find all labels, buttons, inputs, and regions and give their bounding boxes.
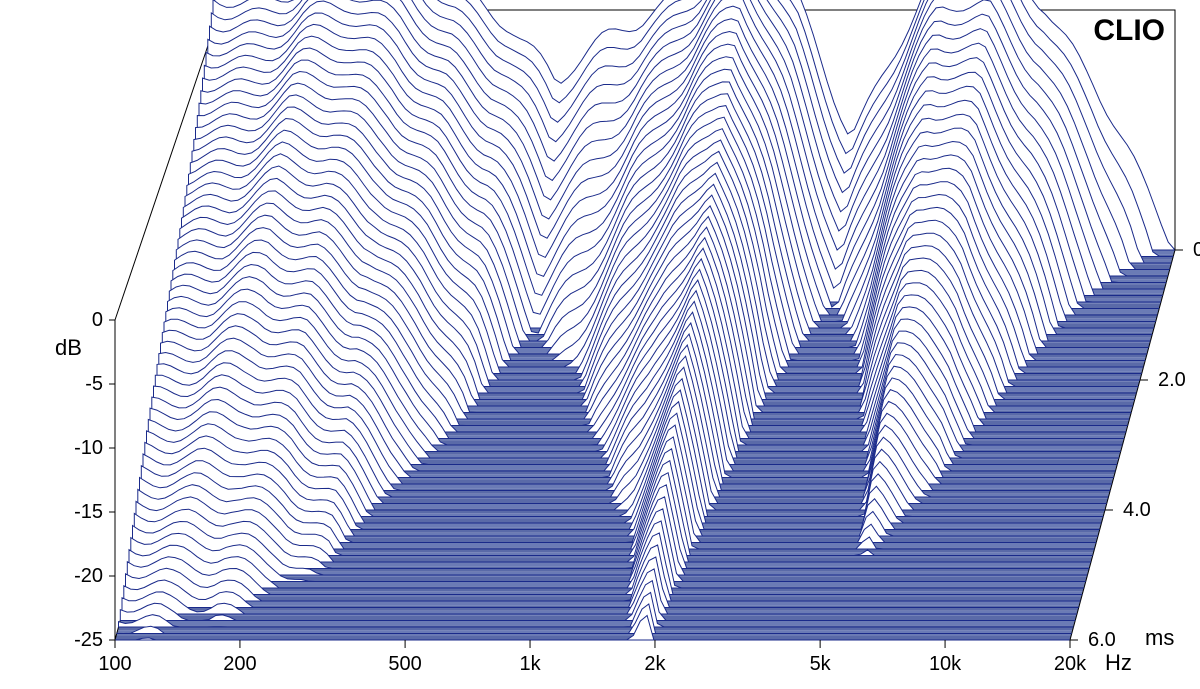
x-tick-label: 2k xyxy=(644,653,666,675)
x-tick-label: 1k xyxy=(519,653,541,675)
waterfall-chart: 0 -5 -10 -15 -20 -25 dB 100 200 500 1k 2k 5k 10k 20k Hz… xyxy=(0,0,1200,689)
z-tick-label: -25 xyxy=(74,629,103,651)
x-tick-label: 5k xyxy=(810,653,832,675)
z-tick-label: -5 xyxy=(85,373,103,395)
z-axis-label: dB xyxy=(55,335,82,360)
x-axis-label: Hz xyxy=(1105,650,1132,675)
brand-label: CLIO xyxy=(1093,14,1165,47)
y-axis-label: ms xyxy=(1145,625,1174,650)
y-tick-label: 0.0 xyxy=(1193,239,1200,261)
y-tick-label: 6.0 xyxy=(1088,629,1116,651)
x-tick-label: 500 xyxy=(388,653,421,675)
chart-container: 0 -5 -10 -15 -20 -25 dB 100 200 500 1k 2k 5k 10k 20k Hz… xyxy=(0,0,1200,689)
y-tick-label: 4.0 xyxy=(1123,499,1151,521)
z-tick-label: -20 xyxy=(74,565,103,587)
z-tick-label: -10 xyxy=(74,437,103,459)
z-tick-label: -15 xyxy=(74,501,103,523)
x-tick-label: 10k xyxy=(929,653,962,675)
z-tick-label: 0 xyxy=(92,309,103,331)
y-tick-label: 2.0 xyxy=(1158,369,1186,391)
x-tick-label: 100 xyxy=(98,653,131,675)
x-tick-label: 200 xyxy=(223,653,256,675)
x-tick-label: 20k xyxy=(1054,653,1087,675)
